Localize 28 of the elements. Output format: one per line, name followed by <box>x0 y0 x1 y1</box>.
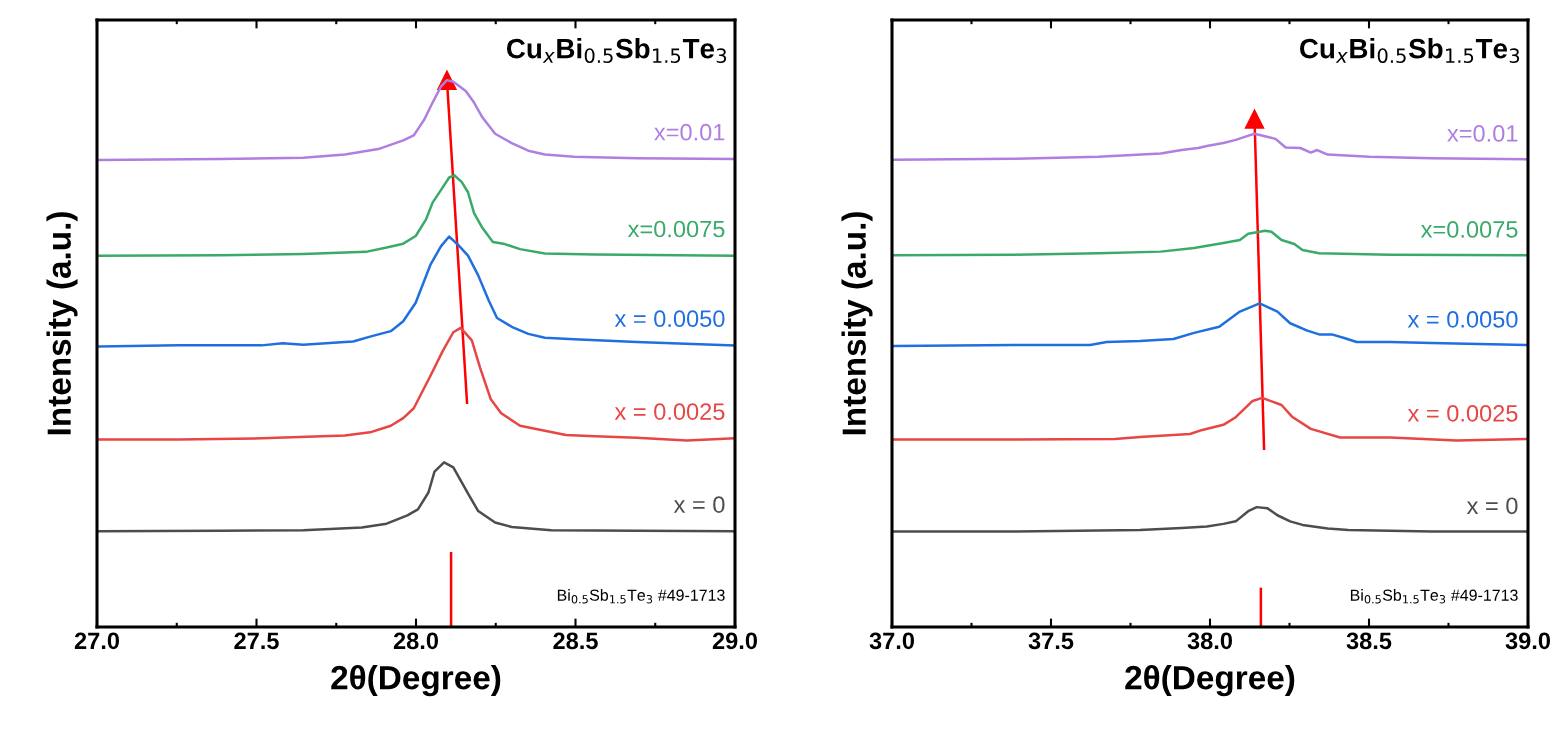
series-label: x=0.01 <box>654 123 725 141</box>
chart-title: Cu$_{x}$Bi$_{0.5}$Sb$_{1.5}$Te$_{3}$ <box>506 38 727 64</box>
x-tick-label: 27.0 <box>74 632 120 650</box>
chart-title: Cu$_{x}$Bi$_{0.5}$Sb$_{1.5}$Te$_{3}$ <box>1300 38 1520 64</box>
x-tick-label: 28.5 <box>553 632 598 650</box>
x-axis-title: 2θ(Degree) <box>1125 664 1295 697</box>
x-tick-label: 37.5 <box>1028 632 1074 650</box>
series-label: x = 0.0050 <box>1407 311 1518 328</box>
x-axis-title: 2θ(Degree) <box>331 664 501 697</box>
x-tick-label: 38.5 <box>1346 632 1392 650</box>
series-label: x = 0.0025 <box>614 403 725 420</box>
series-label: x = 0 <box>673 496 725 513</box>
y-axis-title: Intensity (a.u.) <box>46 212 78 435</box>
x-tick-label: 39.0 <box>1505 632 1551 650</box>
x-tick-label: 37.0 <box>869 632 915 650</box>
series-label: x=0.0075 <box>1420 221 1518 238</box>
series-label: x=0.01 <box>1447 125 1518 142</box>
x-tick-label: 27.5 <box>234 632 279 650</box>
x-tick-label: 38.0 <box>1187 632 1233 650</box>
x-tick-label: 28.0 <box>393 632 439 650</box>
annotation: Bi$_{0.5}$Sb$_{1.5}$Te$_{3}$ #49-1713 <box>1350 589 1518 604</box>
series-label: x = 0.0025 <box>1407 404 1518 422</box>
series-label: x=0.0075 <box>627 220 725 238</box>
x-tick-label: 29.0 <box>712 632 758 650</box>
y-axis-title: Intensity (a.u.) <box>841 212 873 435</box>
annotation: Bi$_{0.5}$Sb$_{1.5}$Te$_{3}$ #49-1713 <box>557 589 725 604</box>
series-label: x = 0.0050 <box>614 310 725 328</box>
series-label: x = 0 <box>1466 497 1518 515</box>
